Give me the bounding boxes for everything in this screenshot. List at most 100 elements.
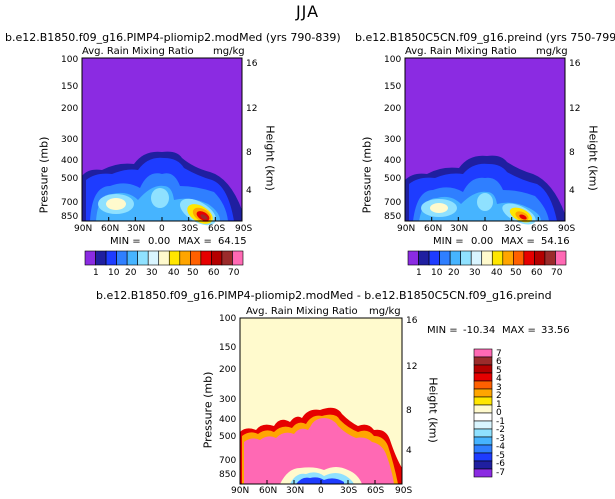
panel1-title: b.e12.B1850.f09_g16.PIMP4-pliomip2.modMe…	[5, 31, 341, 44]
panel1-cb-label: 70	[228, 268, 240, 278]
panel2-min-value: 0.00	[471, 236, 494, 247]
panel3-max-value: 33.56	[541, 325, 570, 336]
panel3-ytick: 300	[219, 395, 237, 405]
panel2-y2tick: 16	[569, 59, 581, 69]
panel1-ytick: 200	[61, 104, 79, 114]
colorbar-swatch	[473, 388, 493, 398]
panel3-cb-label: -2	[496, 425, 505, 435]
panel3-contour-level3	[244, 420, 394, 484]
colorbar-swatch	[473, 380, 493, 390]
panel3-ytick: 500	[219, 432, 237, 442]
colorbar-swatch	[473, 452, 493, 462]
panel2-cb-label: 70	[551, 268, 563, 278]
panel2-contour-level7	[477, 193, 493, 211]
panel2-xtick: 90N	[397, 224, 416, 234]
colorbar-swatch	[473, 396, 493, 406]
panel2-subtitle: Avg. Rain Mixing Ratio	[405, 46, 517, 57]
colorbar-swatch	[473, 460, 493, 470]
panel1-cb-label: 50	[187, 268, 199, 278]
panel2-xtick: 30S	[504, 224, 522, 234]
panel2-xtick: 30N	[450, 224, 469, 234]
panel3-ytick: 400	[219, 415, 237, 425]
panel1-cb-label: 30	[146, 268, 158, 278]
panel1-y2tick: 12	[246, 104, 258, 114]
panel3-cb-label: -5	[496, 451, 505, 461]
panel1-ytick: 500	[61, 174, 79, 184]
panel3-cb-label: 0	[496, 408, 502, 418]
panel1-xtick: 30N	[127, 224, 146, 234]
panel2-x-ticks	[404, 217, 566, 221]
panel3-cb-label: 1	[496, 400, 502, 410]
panel1-contour-level12	[200, 214, 208, 220]
panel3-xtick: 60N	[259, 486, 278, 496]
panel2-xtick: 60S	[531, 224, 549, 234]
panel1-contour-level7	[151, 188, 169, 208]
panel2-ytick: 200	[384, 104, 402, 114]
panel1-ytick: 850	[61, 212, 79, 222]
colorbar-swatch	[473, 428, 493, 438]
colorbar-swatch	[473, 420, 493, 430]
panel1-ytick: 400	[61, 156, 79, 166]
panel2-contour-level6	[430, 203, 448, 213]
colorbar-swatch	[473, 404, 493, 414]
panel3-xtick: 30S	[340, 486, 358, 496]
panel3-title: b.e12.B1850.f09_g16.PIMP4-pliomip2.modMe…	[96, 289, 552, 302]
panel3-cb-label: 3	[496, 383, 502, 393]
panel2-y2tick: 8	[569, 148, 575, 158]
panel2-ytick: 300	[384, 135, 402, 145]
panel2-max-value: 54.16	[541, 236, 570, 247]
panel1-cb-label: 20	[125, 268, 137, 278]
panel3-cb-label: 5	[496, 366, 502, 376]
panel2-max-label: MAX =	[501, 236, 535, 247]
panel1-min-value: 0.00	[148, 236, 171, 247]
panel2-y2tick: 12	[569, 104, 581, 114]
panel3-ytick: 150	[219, 343, 237, 353]
panel3-cb-label: -3	[496, 434, 505, 444]
panel2-min-label: MIN =	[433, 236, 464, 247]
panel3-y2tick: 12	[406, 362, 418, 372]
colorbar-swatch	[555, 250, 567, 266]
page-title: JJA	[295, 2, 320, 21]
panel3-xtick: 60S	[367, 486, 385, 496]
panel2-y2tick: 4	[569, 186, 575, 196]
panel1-xtick: 0	[159, 224, 165, 234]
panel3-xtick: 30N	[286, 486, 305, 496]
panel1-cb-label: 10	[108, 268, 120, 278]
panel2-contour-level11	[519, 214, 527, 220]
panel2-cb-label: 60	[531, 268, 543, 278]
panel1-cb-label: 60	[208, 268, 220, 278]
panel1-x-ticks	[81, 217, 243, 221]
panel3-ytick: 200	[219, 365, 237, 375]
panel3-cb-label: 4	[496, 374, 502, 384]
panel2-ytick: 500	[384, 174, 402, 184]
colorbar-swatch	[473, 436, 493, 446]
panel2-ytick: 850	[384, 212, 402, 222]
colorbar-swatch	[473, 356, 493, 366]
panel2-ytick: 700	[384, 198, 402, 208]
panel2-xtick: 90S	[558, 224, 576, 234]
panel2-cb-label: 10	[431, 268, 443, 278]
panel1-xtick: 30S	[181, 224, 199, 234]
panel3-min-value: -10.34	[463, 325, 496, 336]
panel2-cb-label: 30	[469, 268, 481, 278]
panel1-ytick: 150	[61, 82, 79, 92]
panel3-subtitle: Avg. Rain Mixing Ratio	[246, 306, 358, 317]
panel3-y2tick: 8	[406, 406, 412, 416]
panel3-units: mg/kg	[369, 306, 401, 317]
panel3-cb-label: -7	[496, 468, 505, 478]
panel1-xtick: 60N	[101, 224, 120, 234]
panel2-cb-label: 40	[491, 268, 503, 278]
colorbar-swatch	[473, 444, 493, 454]
panel2-units: mg/kg	[536, 46, 568, 57]
panel3-y2tick: 16	[406, 316, 418, 326]
panel1-ytick: 300	[61, 135, 79, 145]
colorbar-swatch	[232, 250, 244, 266]
panel3-ytick: 700	[219, 456, 237, 466]
panel2-cb-label: 1	[416, 268, 422, 278]
panel1-max-label: MAX =	[178, 236, 212, 247]
panel3-cb-label: 7	[496, 349, 502, 359]
